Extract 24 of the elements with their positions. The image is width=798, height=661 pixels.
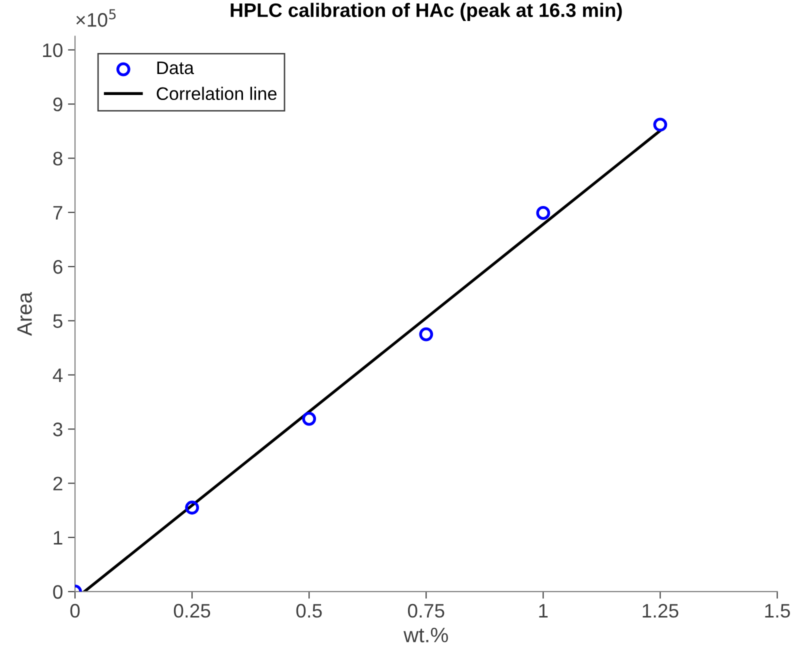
y-tick-label: 0 bbox=[53, 585, 62, 599]
y-tick-label: 1 bbox=[54, 531, 62, 544]
y-tick-label: 10 bbox=[43, 43, 62, 58]
legend-label: Correlation line bbox=[156, 86, 276, 100]
x-tick-label: 1 bbox=[539, 604, 548, 618]
y-tick-label: 9 bbox=[53, 98, 62, 112]
y-tick-label: 6 bbox=[53, 260, 62, 274]
y-tick-label: 5 bbox=[53, 314, 62, 328]
x-tick-label: 0.5 bbox=[296, 604, 322, 618]
x-axis-title: wt.% bbox=[404, 628, 448, 642]
y-axis-title: Area bbox=[17, 292, 32, 336]
y-tick-label: 3 bbox=[53, 422, 62, 436]
y-tick-label: 7 bbox=[53, 206, 62, 220]
x-tick-label: 0 bbox=[70, 604, 80, 618]
text: ×10$^{5}$ bbox=[76, 9, 116, 27]
y-tick-label: 4 bbox=[52, 368, 63, 382]
y-tick-label: 8 bbox=[53, 152, 62, 166]
x-tick-label: 1.25 bbox=[642, 604, 678, 618]
chart-title: HPLC calibration of HAc (peak at 16.3 min) bbox=[230, 2, 622, 21]
x-tick-label: 0.75 bbox=[408, 604, 444, 618]
x-tick-label: 1.5 bbox=[765, 604, 790, 618]
legend-label: Data bbox=[157, 62, 194, 74]
x-tick-label: 0.25 bbox=[174, 604, 210, 618]
y-tick-label: 2 bbox=[53, 476, 62, 490]
